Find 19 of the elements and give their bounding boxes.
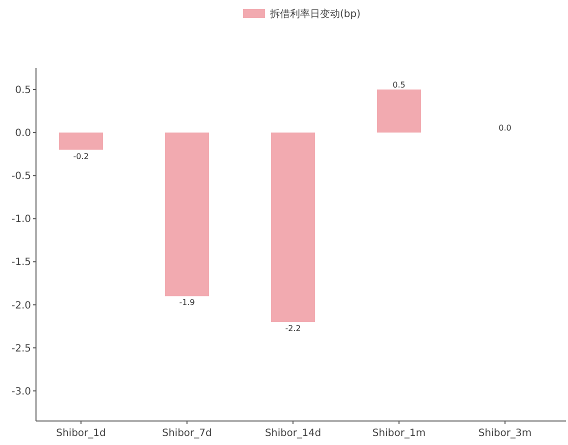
data-label: -2.2: [285, 324, 301, 333]
data-label: -1.9: [179, 298, 195, 308]
y-tick-label: -2.5: [11, 343, 31, 354]
y-tick-label: -2.0: [11, 300, 31, 312]
y-tick-label: 0.0: [15, 128, 31, 140]
data-label: -0.2: [73, 152, 89, 161]
y-tick-label: -0.5: [11, 171, 31, 182]
y-tick-label: -1.0: [11, 214, 31, 226]
x-tick-label: Shibor_3m: [478, 428, 532, 439]
y-tick-label: 0.5: [15, 85, 31, 96]
x-tick-label: Shibor_14d: [264, 428, 322, 439]
x-tick-label: Shibor_1d: [56, 428, 106, 439]
y-tick-label: -3.0: [11, 386, 31, 398]
legend-label: 拆借利率日变动(bp): [269, 8, 361, 20]
data-label: 0.5: [392, 80, 406, 90]
x-tick-label: Shibor_1m: [372, 428, 426, 439]
data-label: 0.0: [498, 124, 512, 133]
y-tick-label: -1.5: [11, 257, 31, 268]
x-tick-label: Shibor_7d: [162, 428, 212, 439]
